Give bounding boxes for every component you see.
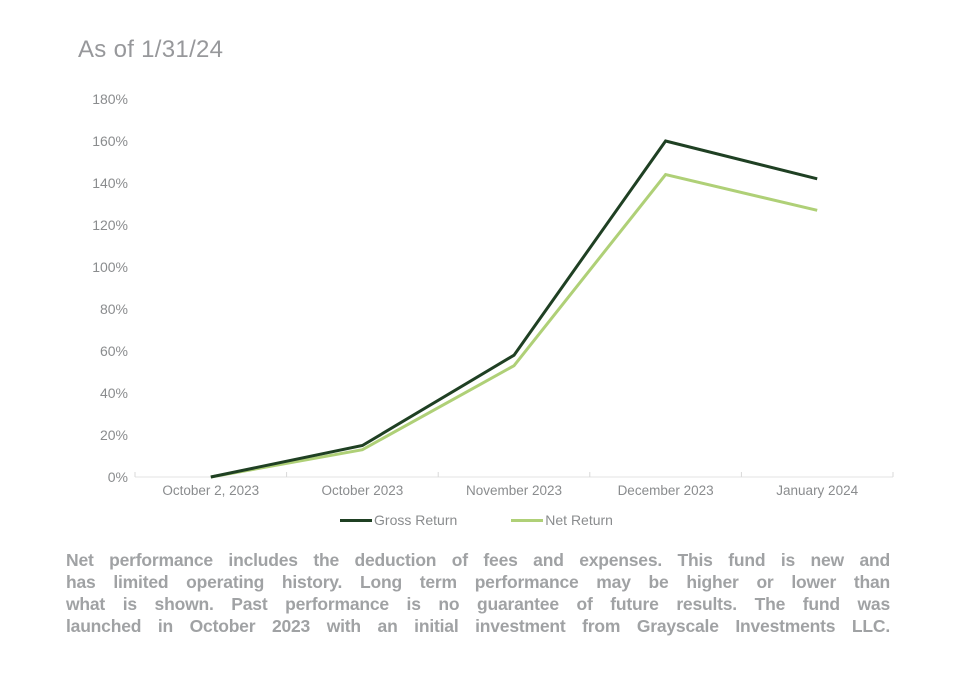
chart-legend: Gross Return Net Return (0, 512, 953, 528)
y-axis-tick-label: 140% (92, 175, 128, 191)
disclaimer-line: has limited operating history. Long term… (66, 572, 890, 592)
legend-label: Net Return (545, 512, 613, 528)
disclaimer-line: Net performance includes the deduction o… (66, 550, 890, 570)
x-axis-category-label: January 2024 (776, 483, 858, 498)
disclaimer-text: Net performance includes the deduction o… (66, 549, 890, 637)
y-axis-tick-label: 40% (100, 385, 128, 401)
legend-line-swatch (340, 518, 373, 522)
gross-return-line (210, 139, 818, 479)
disclaimer-line: what is shown. Past performance is no gu… (66, 594, 890, 614)
y-axis-tick-label: 100% (92, 259, 128, 275)
x-axis-category-label: December 2023 (618, 483, 714, 498)
y-axis-tick-label: 160% (92, 133, 128, 149)
x-axis-category-label: October 2023 (321, 483, 403, 498)
y-axis-tick-label: 180% (92, 91, 128, 107)
y-axis-tick-label: 60% (100, 343, 128, 359)
y-axis-tick-label: 20% (100, 427, 128, 443)
net-return-line (210, 172, 818, 479)
legend-line-swatch (511, 518, 544, 522)
disclaimer-line: launched in October 2023 with an initial… (66, 616, 890, 636)
y-axis-tick-label: 120% (92, 217, 128, 233)
legend-label: Gross Return (374, 512, 458, 528)
x-axis-category-label: November 2023 (466, 483, 562, 498)
legend-item-net-return: Net Return (511, 512, 613, 528)
x-axis-category-label: October 2, 2023 (162, 483, 259, 498)
y-axis-tick-label: 0% (108, 469, 128, 485)
legend-item-gross-return: Gross Return (340, 512, 457, 528)
performance-line-chart: 0% 20% 40% 60% 80% 100% 120% 140% 160% 180% Octobe… (0, 78, 953, 502)
as-of-date-title: As of 1/31/24 (78, 36, 224, 63)
chart-canvas: 0% 20% 40% 60% 80% 100% 120% 140% 160% 180% Octobe… (92, 91, 894, 498)
y-axis-tick-label: 80% (100, 301, 128, 317)
